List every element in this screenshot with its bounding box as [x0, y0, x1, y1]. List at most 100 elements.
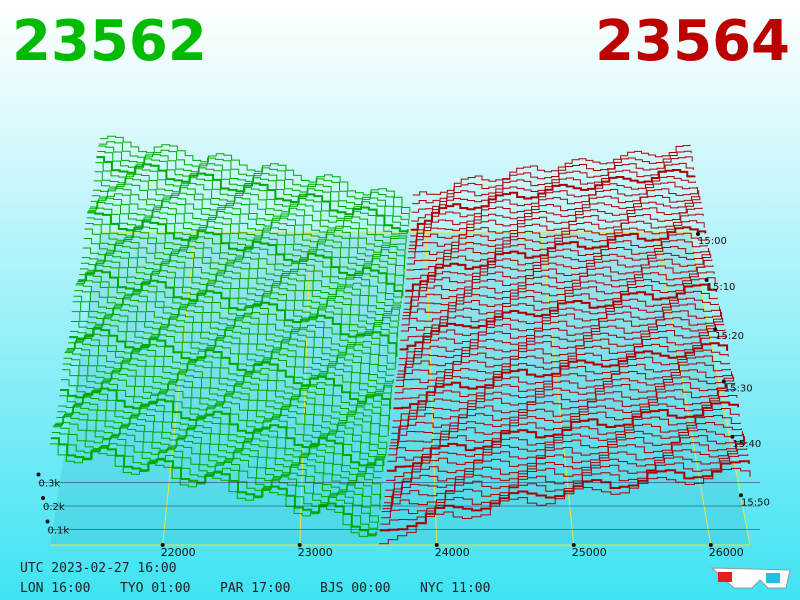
ask-depth-line [379, 460, 750, 532]
depth-tick [36, 472, 41, 477]
bid-depth-line [93, 178, 407, 244]
bid-depth-line [55, 412, 381, 511]
glasses-icon [710, 567, 791, 589]
bid-depth-line [69, 327, 392, 410]
ask-depth-line [401, 265, 714, 326]
ask-depth-line [412, 150, 692, 205]
bid-depth-line [53, 422, 379, 523]
ask-depth-line [380, 454, 749, 525]
bid-depth-line [79, 264, 398, 347]
ask-depth-line [407, 207, 703, 265]
ask-depth-line [399, 283, 718, 351]
ask-depth-line [392, 349, 729, 422]
ask-depth-line [403, 250, 711, 313]
bid-depth-line [87, 211, 404, 297]
price-grid-line [162, 231, 196, 546]
ask-depth-line [405, 220, 705, 280]
ask-price: 23564 [595, 9, 790, 74]
ask-depth-line [410, 169, 696, 231]
bid-depth-line [74, 290, 394, 376]
ask-depth-line [404, 232, 707, 298]
bid-depth-line [82, 245, 400, 315]
time-tick-label: 15:30 [724, 383, 753, 394]
time-tick [739, 493, 743, 498]
ask-depth-line [384, 422, 742, 497]
time-tick [713, 327, 718, 332]
depth-tick-label: 0.2k [43, 502, 65, 513]
ask-depth-line [397, 309, 721, 375]
bid-depth-line [61, 369, 386, 459]
bid-depth-line [100, 135, 411, 213]
bid-depth-line [51, 432, 378, 531]
ask-depth-line [409, 187, 699, 246]
ask-depth-line [391, 362, 731, 434]
bid-depth-line [72, 301, 394, 385]
bid-depth-line [90, 193, 405, 269]
ask-depth-line [409, 181, 697, 243]
bid-price: 23562 [12, 9, 207, 74]
bid-depth-line [60, 379, 385, 464]
bid-depth-line [83, 238, 401, 312]
ask-depth-line [397, 303, 720, 372]
ask-depth-line [404, 239, 708, 304]
ask-depth-line [388, 388, 737, 456]
bid-depth-line [57, 402, 382, 482]
ask-depth-line [412, 144, 691, 196]
bid-depth-line [65, 347, 388, 437]
price-tick-label: 25000 [572, 546, 607, 559]
bid-depth-line [59, 392, 384, 472]
bid-depth-line [92, 183, 407, 250]
city-clock: NYC 11:00 [420, 581, 490, 596]
time-tick [730, 434, 735, 439]
ask-depth-line [379, 467, 751, 545]
depth-tick-label: 0.3k [39, 479, 61, 490]
price-tick [160, 543, 165, 547]
ask-depth-line [405, 226, 707, 292]
bid-depth-line [80, 260, 399, 337]
bid-depth-line [97, 151, 409, 227]
bid-depth-line [73, 295, 394, 382]
depth-tick-label: 0.1k [48, 526, 70, 537]
bid-depth-line [56, 406, 382, 500]
time-tick [696, 232, 700, 236]
city-clock: BJS 00:00 [320, 581, 390, 596]
ask-depth-line [407, 201, 702, 259]
price-tick [708, 543, 713, 547]
bid-depth-line [62, 363, 386, 457]
price-tick-label: 24000 [435, 546, 470, 559]
bid-depth-line [78, 269, 398, 357]
bid-depth-line [98, 145, 410, 225]
time-tick-label: 15:50 [741, 497, 770, 508]
time-tick-label: 15:10 [707, 282, 736, 293]
bid-depth-line [86, 217, 403, 299]
time-tick [704, 278, 709, 283]
price-tick-label: 22000 [161, 546, 196, 559]
price-tick [434, 543, 439, 547]
ask-depth-line [383, 433, 744, 507]
bid-depth-line [96, 156, 409, 233]
bid-depth-line [94, 171, 408, 238]
bid-depth-line [67, 338, 390, 431]
time-tick [721, 379, 726, 384]
ask-depth-line [390, 369, 732, 441]
bid-depth-line [70, 318, 392, 394]
depth-curves [50, 135, 751, 545]
utc-time: UTC 2023-02-27 16:00 [20, 561, 177, 576]
bid-depth-line [52, 426, 379, 528]
ask-depth-line [411, 156, 693, 213]
ask-depth-line [387, 395, 738, 462]
ask-depth-line [398, 297, 719, 366]
ask-depth-line [406, 213, 704, 271]
bid-depth-line [63, 357, 387, 455]
depth-tick [41, 496, 45, 500]
bid-depth-line [80, 254, 399, 327]
bid-depth-line [50, 443, 376, 537]
ask-depth-line [399, 290, 718, 360]
price-tick-label: 26000 [709, 546, 744, 559]
city-clock: LON 16:00 [20, 581, 90, 596]
ask-depth-line [385, 415, 741, 491]
depth-tick [45, 519, 50, 524]
time-tick-label: 15:00 [698, 236, 727, 247]
bid-depth-line [64, 352, 388, 449]
